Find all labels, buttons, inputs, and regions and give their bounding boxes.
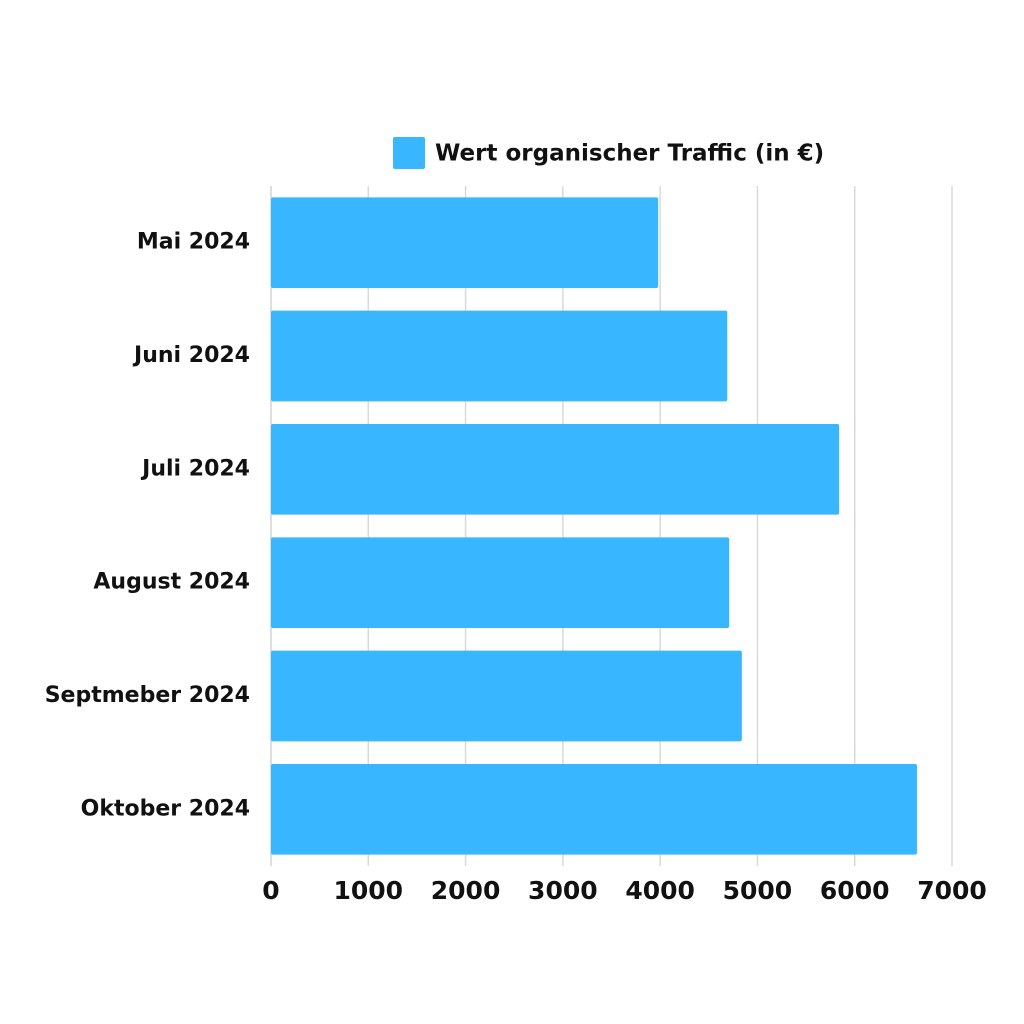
- x-tick-label: 3000: [528, 876, 598, 905]
- x-tick-label: 1000: [333, 876, 403, 905]
- x-tick-label: 4000: [625, 876, 695, 905]
- y-tick-label: August 2024: [93, 570, 250, 595]
- y-tick-label: Juni 2024: [132, 343, 250, 368]
- bar: [271, 537, 730, 628]
- y-tick-label: Septmeber 2024: [45, 683, 250, 708]
- x-tick-label: 0: [262, 876, 279, 905]
- bar: [271, 650, 742, 742]
- legend-label: Wert organischer Traffic (in €): [435, 141, 824, 167]
- bar: [271, 310, 728, 402]
- bar: [271, 197, 659, 288]
- x-tick-label: 2000: [431, 876, 501, 905]
- y-tick-label: Oktober 2024: [81, 796, 250, 821]
- legend-swatch: [393, 137, 425, 169]
- x-tick-label: 7000: [917, 876, 987, 905]
- bar: [271, 764, 917, 855]
- bar: [271, 424, 840, 515]
- x-tick-label: 6000: [820, 876, 890, 905]
- y-tick-label: Juli 2024: [140, 456, 250, 481]
- x-tick-label: 5000: [723, 876, 793, 905]
- y-tick-label: Mai 2024: [137, 230, 250, 255]
